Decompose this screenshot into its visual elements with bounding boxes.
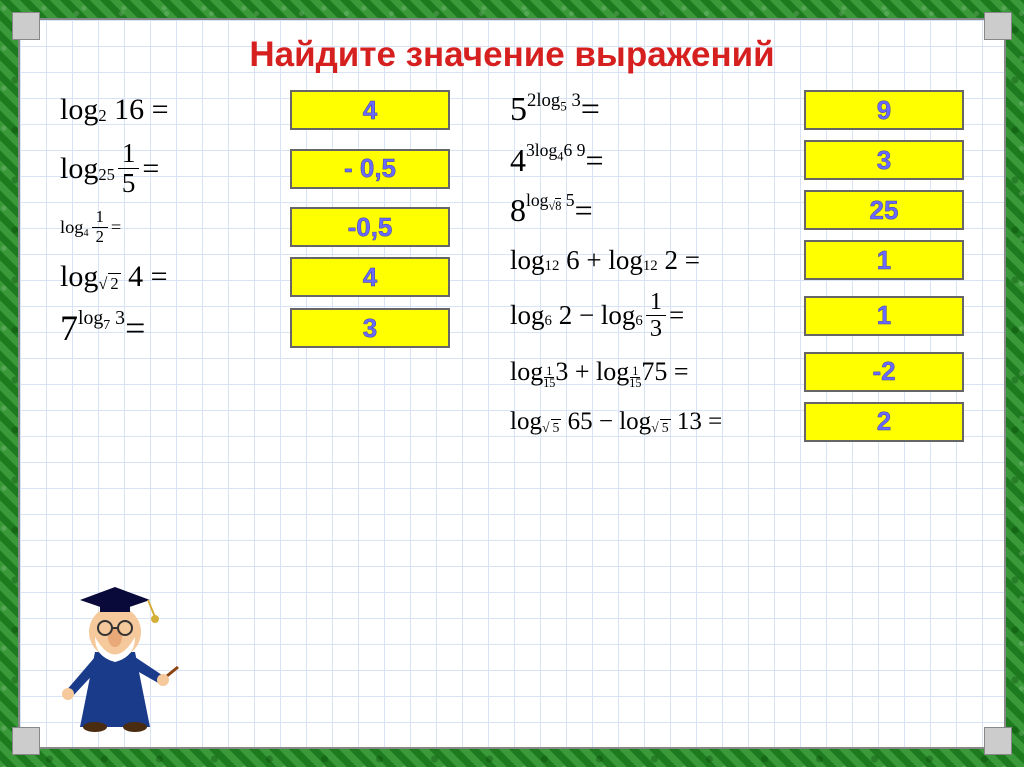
math-expression: log2 16 = [60, 93, 280, 127]
math-expression: log5 65 − log5 13 = [510, 408, 794, 436]
answer-box: -0,5 [290, 207, 450, 247]
answer-box: 2 [804, 402, 964, 442]
content-area: log2 16 = 4 log25 15 = - 0,5 log4 12 = [60, 90, 964, 452]
math-expression: log2 4 = [60, 260, 280, 294]
math-expression: log25 15 = [60, 140, 280, 197]
answer-box: 3 [290, 308, 450, 348]
expression-row: 7log7 3 = 3 [60, 307, 490, 349]
answer-box: 25 [804, 190, 964, 230]
answer-box: 4 [290, 90, 450, 130]
math-expression: log12 6 + log12 2 = [510, 245, 794, 276]
corner-decoration [984, 727, 1012, 755]
math-expression: log4 12 = [60, 209, 280, 245]
expression-row: 52log5 3 = 9 [510, 90, 964, 130]
expression-row: log12 6 + log12 2 = 1 [510, 240, 964, 280]
answer-box: -2 [804, 352, 964, 392]
expression-row: log2 16 = 4 [60, 90, 490, 130]
expression-row: log5 65 − log5 13 = 2 [510, 402, 964, 442]
answer-box: 1 [804, 296, 964, 336]
expression-row: log1153 + log11575 = -2 [510, 352, 964, 392]
math-expression: 43log46 9 = [510, 142, 794, 179]
expression-row: log25 15 = - 0,5 [60, 140, 490, 197]
math-expression: log6 2 − log6 13 = [510, 290, 794, 342]
expression-row: log4 12 = -0,5 [60, 207, 490, 247]
corner-decoration [984, 12, 1012, 40]
math-expression: log1153 + log11575 = [510, 357, 794, 387]
answer-box: - 0,5 [290, 149, 450, 189]
math-expression: 52log5 3 = [510, 91, 794, 129]
math-expression: 8log8 5 = [510, 192, 794, 229]
right-column: 52log5 3 = 9 43log46 9 = 3 8log8 5 = 25 [510, 90, 964, 452]
expression-row: 43log46 9 = 3 [510, 140, 964, 180]
answer-box: 1 [804, 240, 964, 280]
expression-row: log6 2 − log6 13 = 1 [510, 290, 964, 342]
left-column: log2 16 = 4 log25 15 = - 0,5 log4 12 = [60, 90, 490, 452]
expression-row: 8log8 5 = 25 [510, 190, 964, 230]
expression-row: log2 4 = 4 [60, 257, 490, 297]
corner-decoration [12, 12, 40, 40]
answer-box: 9 [804, 90, 964, 130]
professor-icon [50, 562, 180, 732]
outer-frame: Найдите значение выражений log2 16 = 4 l… [0, 0, 1024, 767]
math-expression: 7log7 3 = [60, 307, 280, 349]
corner-decoration [12, 727, 40, 755]
answer-box: 4 [290, 257, 450, 297]
answer-box: 3 [804, 140, 964, 180]
page-title: Найдите значение выражений [60, 35, 964, 75]
grid-board: Найдите значение выражений log2 16 = 4 l… [18, 18, 1006, 749]
